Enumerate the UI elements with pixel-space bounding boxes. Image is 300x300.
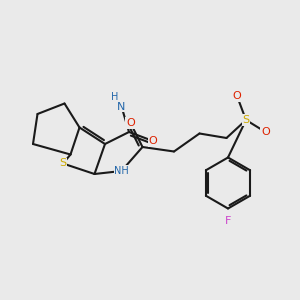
Text: S: S — [242, 115, 250, 125]
Text: O: O — [261, 127, 270, 137]
Text: N: N — [117, 101, 126, 112]
Text: NH: NH — [114, 166, 129, 176]
Text: S: S — [59, 158, 67, 169]
Text: O: O — [232, 91, 242, 101]
Text: H: H — [111, 92, 118, 103]
Text: O: O — [126, 118, 135, 128]
Text: F: F — [225, 215, 231, 226]
Text: O: O — [148, 136, 158, 146]
